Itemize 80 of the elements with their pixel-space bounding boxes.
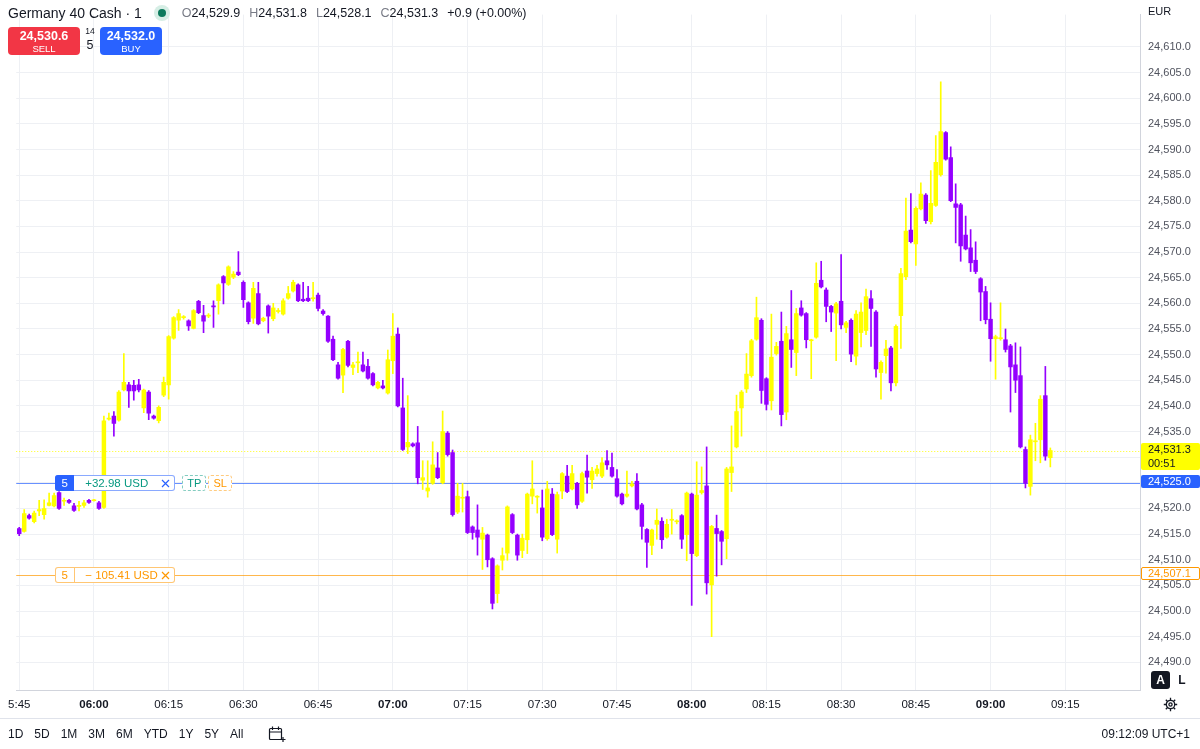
text: All: [230, 727, 244, 741]
x-tick-label: 08:30: [826, 698, 856, 711]
annotation: 5: [85, 38, 95, 52]
y-tick-label: 24,560.0: [1148, 296, 1191, 309]
y-tick-label: 24,520.0: [1148, 501, 1191, 514]
annotation: 24,530.6: [18, 29, 70, 43]
x-tick-label: 06:00: [79, 698, 109, 711]
text: 09:12:09 UTC+1: [1101, 726, 1190, 743]
x-tick-label: 07:45: [602, 698, 632, 711]
annotation: 14: [84, 26, 96, 36]
y-tick-label: 24,575.0: [1148, 219, 1191, 232]
x-tick-label: 5:45: [8, 698, 31, 711]
x-tick-label: 07:30: [527, 698, 557, 711]
y-tick-label: 24,580.0: [1148, 193, 1191, 206]
text: 5D: [34, 727, 50, 741]
candlestick: [789, 290, 794, 368]
candlestick: [584, 454, 590, 494]
x-tick-label: 08:15: [752, 698, 781, 711]
annotation: SELL: [31, 43, 57, 54]
candlestick: [868, 290, 874, 347]
y-tick-label: 24,600.0: [1148, 91, 1191, 104]
ref-line-label: 24,507.1: [1148, 567, 1191, 580]
candlestick: [809, 338, 814, 380]
y-tick-label: 24,540.0: [1148, 398, 1191, 411]
x-tick-label: 07:00: [378, 698, 408, 711]
annotation: − 105.41 USD: [85, 568, 158, 583]
y-tick-label: 24,515.0: [1148, 527, 1191, 540]
annotation: 5: [60, 568, 69, 583]
ref-line-label: 24,525.0: [1148, 475, 1191, 488]
candlestick: [604, 450, 610, 470]
y-tick-label: 24,550.0: [1148, 347, 1191, 360]
annotation: H24,531.8: [249, 6, 307, 20]
x-tick-label: 08:45: [901, 698, 931, 711]
y-tick-label: 24,535.0: [1148, 424, 1191, 437]
y-tick-label: 24,510.0: [1148, 552, 1191, 565]
text: EUR: [1148, 5, 1172, 17]
text: 5Y: [204, 727, 220, 741]
text: YTD: [143, 727, 168, 741]
annotation: L24,528.1: [315, 6, 372, 20]
y-tick-label: 24,555.0: [1148, 322, 1191, 334]
text: 1Y: [178, 727, 194, 741]
annotation: +0.9 (+0.00%): [447, 6, 527, 20]
y-tick-label: 24,495.0: [1148, 629, 1191, 642]
candlestick: [61, 497, 67, 506]
annotation: 24,532.0: [105, 29, 157, 43]
x-tick-label: 06:45: [303, 698, 333, 711]
candlestick: [355, 351, 361, 373]
y-tick-label: 24,505.0: [1148, 578, 1191, 591]
x-tick-label: 07:15: [453, 698, 482, 711]
text: 00:51: [1148, 457, 1176, 469]
annotation: +32.98 USD: [85, 476, 149, 491]
y-tick-label: 24,545.0: [1148, 373, 1191, 386]
y-tick-label: 24,585.0: [1148, 168, 1191, 181]
chart-title: Germany 40 Cash · 1: [8, 5, 142, 21]
text: 6M: [116, 727, 133, 741]
x-tick-label: 09:15: [1050, 698, 1080, 711]
text: 3M: [88, 727, 106, 741]
text: 1D: [8, 727, 24, 741]
y-tick-label: 24,570.0: [1148, 245, 1191, 258]
text: 1M: [60, 727, 78, 741]
text: L: [1177, 672, 1187, 689]
y-tick-label: 24,565.0: [1148, 270, 1191, 283]
candlestick: [654, 508, 660, 540]
x-tick-label: 08:00: [676, 698, 707, 711]
y-tick-label: 24,590.0: [1148, 142, 1191, 155]
ref-line-label: 24,531.3: [1148, 443, 1191, 456]
annotation: C24,531.3: [380, 6, 439, 20]
y-tick-label: 24,595.0: [1148, 116, 1191, 129]
annotation: O24,529.9: [181, 6, 241, 20]
y-tick-label: 24,610.0: [1148, 39, 1191, 52]
y-tick-label: 24,490.0: [1148, 655, 1191, 668]
candlestick: [76, 500, 82, 512]
x-tick-label: 06:15: [154, 698, 184, 711]
x-tick-label: 09:00: [975, 698, 1006, 711]
candlestick: [310, 281, 316, 302]
y-tick-label: 24,500.0: [1148, 604, 1191, 617]
x-tick-label: 06:30: [228, 698, 258, 711]
annotation: BUY: [120, 43, 142, 54]
candlestick: [106, 412, 112, 421]
y-tick-label: 24,605.0: [1148, 65, 1191, 78]
